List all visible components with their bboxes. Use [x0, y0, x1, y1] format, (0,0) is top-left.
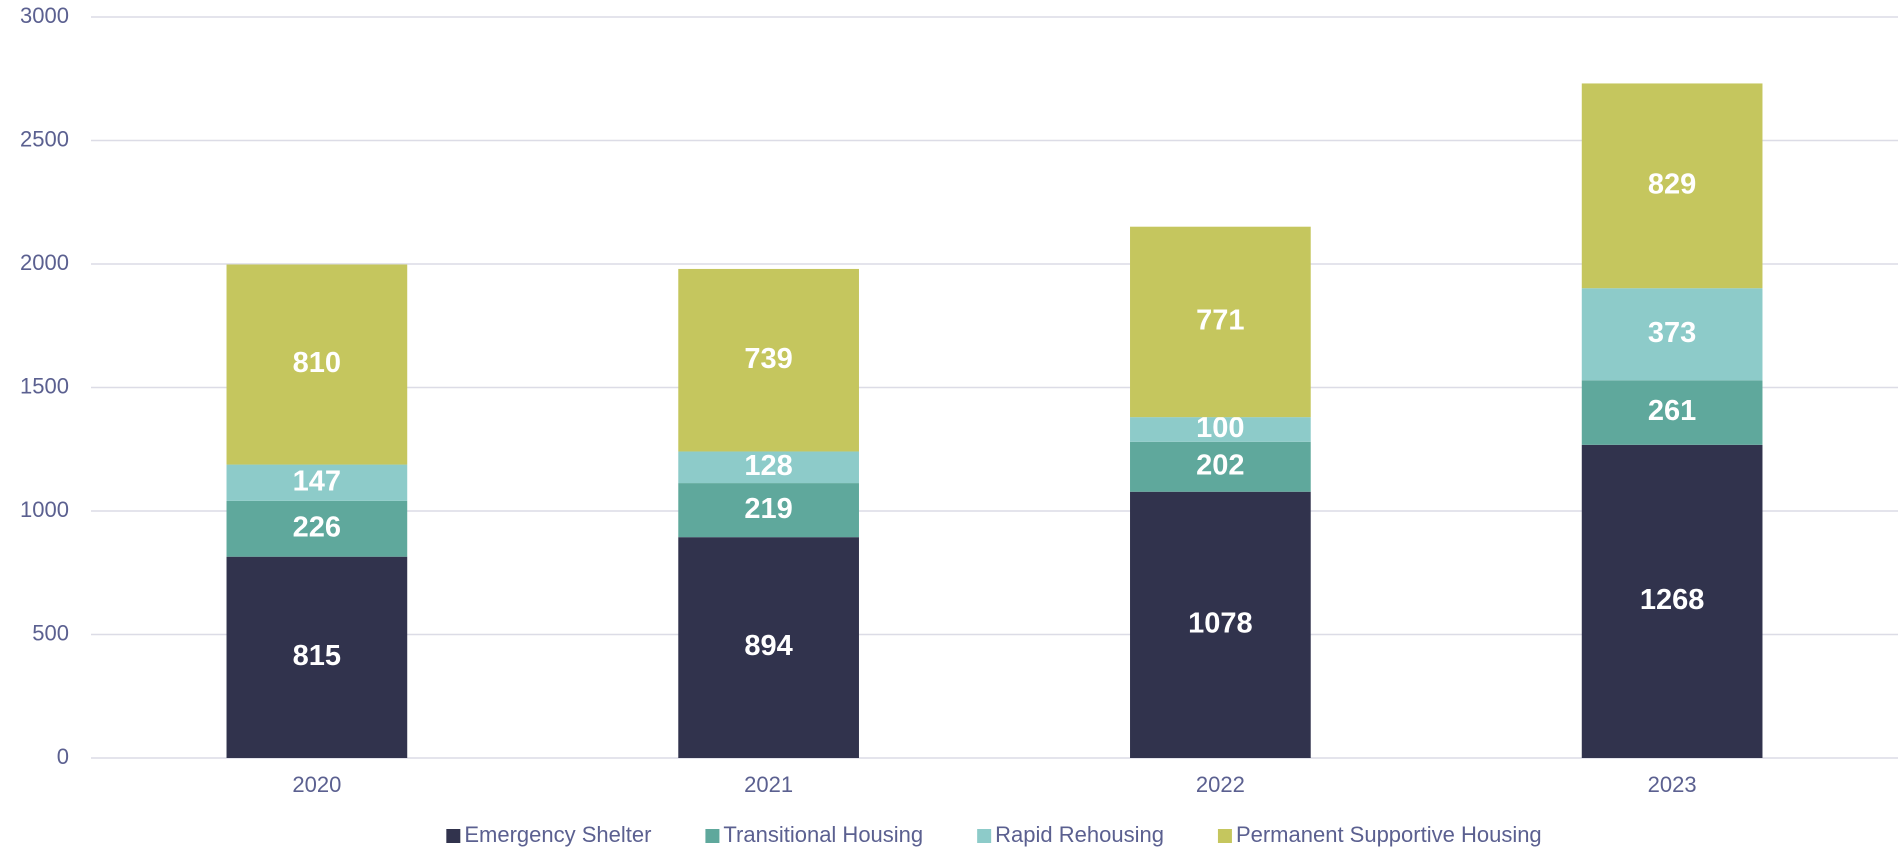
y-tick-label: 1000	[20, 497, 69, 522]
bar-segment	[1130, 226, 1311, 418]
legend-swatch	[1217, 829, 1232, 843]
legend-label: Transitional Housing	[723, 822, 923, 847]
bar-segment	[1581, 444, 1763, 758]
y-tick-label: 1500	[20, 373, 69, 398]
bar-segment	[1130, 417, 1311, 442]
bar-segment	[226, 500, 408, 557]
data-label: 815	[293, 640, 341, 672]
legend-swatch	[977, 829, 992, 843]
y-tick-label: 0	[57, 744, 69, 769]
bar-segment	[678, 451, 859, 484]
bar-segment	[678, 483, 859, 538]
data-label: 373	[1648, 317, 1696, 349]
bar-segment	[1130, 441, 1311, 492]
bar-segment	[226, 556, 408, 758]
data-label: 128	[744, 450, 792, 482]
legend-label: Permanent Supportive Housing	[1236, 822, 1542, 847]
x-tick-label: 2022	[1196, 772, 1245, 797]
legend-swatch	[705, 829, 720, 843]
data-label: 202	[1196, 449, 1244, 481]
bar-segment	[678, 268, 859, 452]
data-label: 100	[1196, 412, 1244, 444]
x-tick-label: 2020	[292, 772, 341, 797]
data-label: 147	[293, 465, 341, 497]
bar-segment	[1581, 288, 1763, 381]
data-label: 1268	[1640, 584, 1705, 616]
data-label: 1078	[1188, 608, 1253, 640]
y-tick-label: 2000	[20, 250, 69, 275]
data-label: 829	[1648, 168, 1696, 200]
legend-label: Emergency Shelter	[464, 822, 651, 847]
bar-segment	[1581, 380, 1763, 445]
data-label: 219	[744, 493, 792, 525]
x-tick-label: 2021	[744, 772, 793, 797]
y-tick-label: 500	[32, 620, 69, 645]
x-tick-label: 2023	[1648, 772, 1697, 797]
bar-segment	[1581, 83, 1763, 289]
legend-label: Rapid Rehousing	[995, 822, 1164, 847]
data-label: 894	[744, 630, 792, 662]
y-tick-label: 3000	[20, 3, 69, 28]
y-tick-label: 2500	[20, 126, 69, 151]
bar-segment	[226, 464, 408, 501]
data-label: 739	[744, 343, 792, 375]
bar-segment	[1130, 491, 1311, 758]
bar-segment	[678, 537, 859, 758]
data-label: 771	[1196, 305, 1244, 337]
data-label: 810	[293, 347, 341, 379]
legend-swatch	[446, 829, 461, 843]
data-label: 226	[293, 511, 341, 543]
data-label: 261	[1648, 395, 1696, 427]
bar-segment	[226, 264, 408, 465]
